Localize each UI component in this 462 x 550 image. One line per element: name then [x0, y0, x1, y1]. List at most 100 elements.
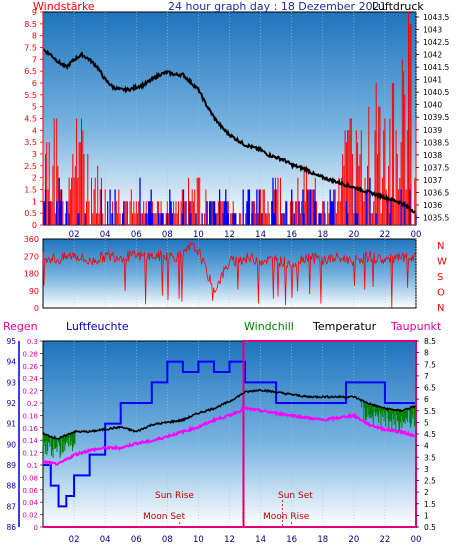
y-tick-label-left: 7.5 — [24, 44, 37, 53]
x-tick-label: 10 — [193, 535, 204, 545]
y-tick-label-right: 1040.5 — [423, 88, 449, 97]
temp-tick-label: 6 — [424, 395, 429, 404]
rain-tick-label: 0.3 — [27, 338, 38, 346]
label-taupunkt: Taupunkt — [391, 320, 442, 333]
temp-tick-label: 8 — [424, 349, 429, 358]
wind-low-series — [43, 177, 417, 225]
label-temperatur: Temperatur — [313, 320, 377, 333]
temp-tick-label: 7 — [424, 372, 429, 381]
rain-tick-label: 0.24 — [22, 375, 38, 383]
humidity-tick-label: 91 — [6, 420, 16, 429]
temp-tick-label: 2.5 — [424, 477, 436, 486]
y-tick-label-right: 1036.5 — [423, 188, 449, 197]
label-regen: Regen — [3, 320, 38, 333]
x-tick-label: 18 — [317, 230, 328, 240]
direction-label: S — [437, 272, 443, 283]
y-tick-label-left: 4.5 — [24, 115, 37, 124]
humidity-tick-label: 94 — [6, 358, 16, 367]
humidity-tick-label: 95 — [6, 337, 16, 346]
y-tick-label-left: 1.5 — [24, 186, 37, 195]
y-tick-label-left: 2.5 — [24, 162, 37, 171]
x-tick-label: 00 — [411, 535, 422, 545]
rain-tick-label: 0 — [34, 524, 38, 532]
rain-tick-label: 0.28 — [22, 350, 38, 358]
direction-label: O — [437, 288, 445, 299]
direction-tick-label: 360 — [24, 235, 39, 244]
label-luftfeuchte: Luftfeuchte — [66, 320, 129, 333]
label-moon-set: Moon Set — [143, 512, 186, 522]
panel-wind-direction — [42, 238, 417, 309]
x-tick-label: 18 — [317, 535, 328, 545]
temp-tick-label: 4 — [424, 442, 429, 451]
x-tick-label: 12 — [224, 230, 235, 240]
rain-tick-label: 0.18 — [22, 412, 38, 420]
rain-tick-label: 0.04 — [22, 499, 38, 507]
y-tick-label-left: 8.5 — [24, 20, 37, 29]
x-tick-label: 02 — [69, 230, 80, 240]
x-tick-label: 20 — [348, 535, 359, 545]
humidity-tick-label: 87 — [6, 502, 16, 511]
y-tick-label-right: 1037.5 — [423, 163, 449, 172]
rain-tick-label: 0.12 — [22, 450, 38, 458]
direction-tick-label: 90 — [29, 287, 39, 296]
rain-tick-label: 0.26 — [22, 363, 38, 371]
y-tick-label-right: 1039.5 — [423, 113, 449, 122]
x-tick-label: 20 — [348, 230, 359, 240]
y-tick-label-right: 1039 — [423, 126, 442, 135]
y-tick-label-left: 6 — [32, 79, 37, 88]
temp-tick-label: 4.5 — [424, 430, 436, 439]
temp-tick-label: 6.5 — [424, 384, 436, 393]
y-tick-label-right: 1043.5 — [423, 13, 449, 22]
y-tick-label-left: 1 — [32, 197, 37, 206]
temp-tick-label: 8.5 — [424, 337, 436, 346]
y-tick-label-right: 1042.5 — [423, 38, 449, 47]
x-tick-label: 02 — [69, 535, 80, 545]
direction-label: W — [437, 257, 447, 268]
temp-tick-label: 1.5 — [424, 500, 436, 509]
x-tick-label: 08 — [162, 230, 173, 240]
temp-tick-label: 5.5 — [424, 407, 436, 416]
rain-tick-label: 0.06 — [22, 487, 38, 495]
x-tick-label: 16 — [286, 535, 297, 545]
humidity-tick-label: 90 — [6, 440, 16, 449]
x-tick-label: 14 — [255, 230, 266, 240]
temp-tick-label: 5 — [424, 418, 429, 427]
y-tick-label-right: 1036 — [423, 201, 442, 210]
label-moon-rise: Moon Rise — [263, 512, 310, 522]
y-tick-label-left: 0.5 — [24, 209, 37, 218]
rain-tick-label: 0.14 — [22, 437, 38, 445]
y-tick-label-right: 1038 — [423, 151, 442, 160]
y-tick-label-left: 9 — [32, 8, 37, 17]
wind-direction-series — [42, 241, 417, 308]
x-tick-label: 12 — [224, 535, 235, 545]
y-tick-label-left: 3.5 — [24, 138, 37, 147]
y-tick-label-right: 1041.5 — [423, 63, 449, 72]
temp-tick-label: 3 — [424, 465, 429, 474]
x-tick-label: 06 — [131, 230, 142, 240]
direction-tick-label: 180 — [24, 270, 39, 279]
rain-tick-label: 0.16 — [22, 425, 38, 433]
label-sun-set: Sun Set — [278, 491, 313, 501]
label-windchill: Windchill — [244, 320, 294, 333]
temp-tick-label: 1 — [424, 511, 429, 520]
y-tick-label-left: 7 — [32, 55, 37, 64]
y-tick-label-right: 1035.5 — [423, 213, 449, 222]
y-tick-label-right: 1040 — [423, 101, 442, 110]
x-tick-label: 00 — [411, 230, 422, 240]
y-tick-label-right: 1042 — [423, 51, 442, 60]
header-luftdruck: Luftdruck — [372, 0, 424, 13]
x-tick-label: 22 — [380, 535, 391, 545]
rain-tick-label: 0.08 — [22, 474, 38, 482]
y-tick-label-right: 1043 — [423, 26, 442, 35]
humidity-tick-label: 88 — [6, 482, 16, 491]
pressure-series — [42, 48, 416, 214]
x-tick-label: 22 — [380, 230, 391, 240]
humidity-tick-label: 92 — [6, 399, 16, 408]
x-tick-label: 16 — [286, 230, 297, 240]
y-tick-label-left: 3 — [32, 150, 37, 159]
x-tick-label: 04 — [100, 230, 111, 240]
y-tick-label-left: 2 — [32, 174, 37, 183]
humidity-series — [43, 360, 416, 508]
